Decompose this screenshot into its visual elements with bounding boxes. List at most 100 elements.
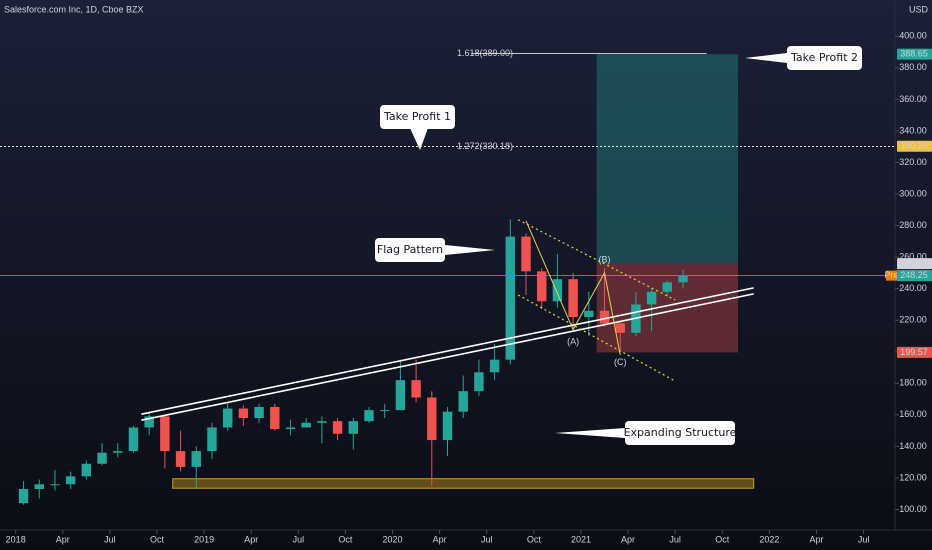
candle-body — [317, 421, 327, 423]
candle-body — [379, 410, 390, 412]
x-tick-label: Oct — [527, 534, 542, 544]
badge-box — [886, 270, 897, 281]
candle-body — [254, 406, 264, 419]
support-zone — [172, 478, 755, 489]
y-tick-label: 100.00 — [899, 504, 927, 514]
callout-text: Expanding Structure — [624, 426, 737, 439]
candle-body — [97, 452, 107, 464]
candle-body — [113, 451, 123, 453]
candle-body — [615, 323, 625, 333]
callout-box — [787, 46, 862, 70]
callout-box — [380, 105, 455, 129]
callout-text: Flag Pattern — [377, 243, 443, 256]
x-tick-label: Apr — [809, 534, 823, 544]
y-tick-label: 400.00 — [899, 31, 927, 41]
y-tick-label: 320.00 — [899, 157, 927, 167]
candle-body — [238, 408, 249, 419]
candle-body — [411, 380, 421, 398]
candle-body — [599, 310, 610, 324]
x-tick-label: 2019 — [194, 534, 214, 544]
candle-body — [568, 279, 578, 318]
price-label: 330.26 — [900, 141, 928, 151]
callout-text: Take Profit 2 — [790, 51, 858, 64]
candle-body — [458, 391, 468, 412]
candle-body — [18, 488, 29, 504]
candle-body — [207, 427, 217, 452]
candle-body — [301, 422, 311, 428]
candle-body — [552, 279, 563, 302]
target-zone — [596, 54, 738, 264]
price-label: 255.85 — [900, 258, 928, 268]
y-tick-label: 280.00 — [899, 220, 927, 230]
price-label: 199.57 — [900, 347, 928, 357]
candle-body — [332, 421, 343, 434]
callout-pointer — [555, 428, 625, 438]
candle-body — [348, 421, 358, 434]
x-tick-label: 2022 — [759, 534, 779, 544]
y-tick-label: 380.00 — [899, 62, 927, 72]
price-label-box — [897, 346, 932, 358]
candle-body — [160, 416, 170, 452]
chart-title: Salesforce.com Inc, 1D, Cboe BZX — [4, 4, 144, 14]
candle-body — [65, 476, 76, 485]
y-tick-label: 300.00 — [899, 188, 927, 198]
flag-line — [517, 219, 676, 301]
y-tick-label: 160.00 — [899, 409, 927, 419]
candle-body — [678, 275, 688, 283]
currency: USD — [909, 4, 929, 14]
x-tick-label: Apr — [244, 534, 258, 544]
y-tick-label: 260.00 — [899, 251, 927, 261]
candle-body — [474, 372, 484, 392]
x-tick-label: Jul — [858, 534, 870, 544]
x-tick-label: Apr — [433, 534, 447, 544]
price-label-box — [897, 270, 932, 282]
y-tick-label: 140.00 — [899, 441, 927, 451]
x-tick-label: Jul — [293, 534, 305, 544]
x-tick-label: 2021 — [571, 534, 591, 544]
y-tick-label: 120.00 — [899, 472, 927, 482]
candle-body — [222, 408, 233, 428]
candle-body — [128, 427, 139, 452]
price-label: 248.25 — [900, 270, 928, 280]
x-tick-label: Jul — [481, 534, 493, 544]
candle-body — [427, 397, 437, 441]
x-tick-label: Apr — [621, 534, 635, 544]
candle-body — [144, 416, 154, 428]
wave-label: (C) — [614, 357, 627, 367]
x-tick-label: Jul — [669, 534, 681, 544]
trendline — [141, 287, 754, 416]
fib-label: 1.272(330.18) — [457, 141, 513, 151]
callout-text: Take Profit 1 — [383, 110, 451, 123]
candle-body — [662, 282, 673, 292]
candle-body — [191, 451, 201, 467]
price-label-box — [897, 140, 932, 152]
x-tick-label: 2020 — [383, 534, 403, 544]
y-tick-label: 180.00 — [899, 378, 927, 388]
candle-body — [395, 380, 406, 411]
price-label: 388.65 — [900, 49, 928, 59]
callout-pointer — [745, 53, 787, 63]
badge: Pre — [884, 270, 898, 280]
candle-body — [364, 410, 374, 422]
wave-label: (A) — [567, 337, 579, 347]
callout-box — [625, 421, 735, 445]
x-tick-label: Oct — [715, 534, 730, 544]
callout-box — [375, 238, 445, 262]
candle-body — [584, 310, 594, 318]
candle-body — [521, 236, 531, 272]
candle-body — [505, 236, 516, 360]
candle-body — [442, 411, 453, 441]
y-tick-label: 220.00 — [899, 315, 927, 325]
trendline — [141, 293, 754, 421]
price-label-box — [897, 258, 932, 270]
price-label-box — [897, 48, 932, 60]
y-tick-label: 240.00 — [899, 283, 927, 293]
x-tick-label: Oct — [150, 534, 165, 544]
wave-label: (B) — [599, 255, 611, 265]
candle-body — [81, 463, 92, 477]
callout-pointer — [445, 245, 495, 255]
candle-body — [537, 271, 547, 302]
candle-body — [34, 484, 44, 489]
